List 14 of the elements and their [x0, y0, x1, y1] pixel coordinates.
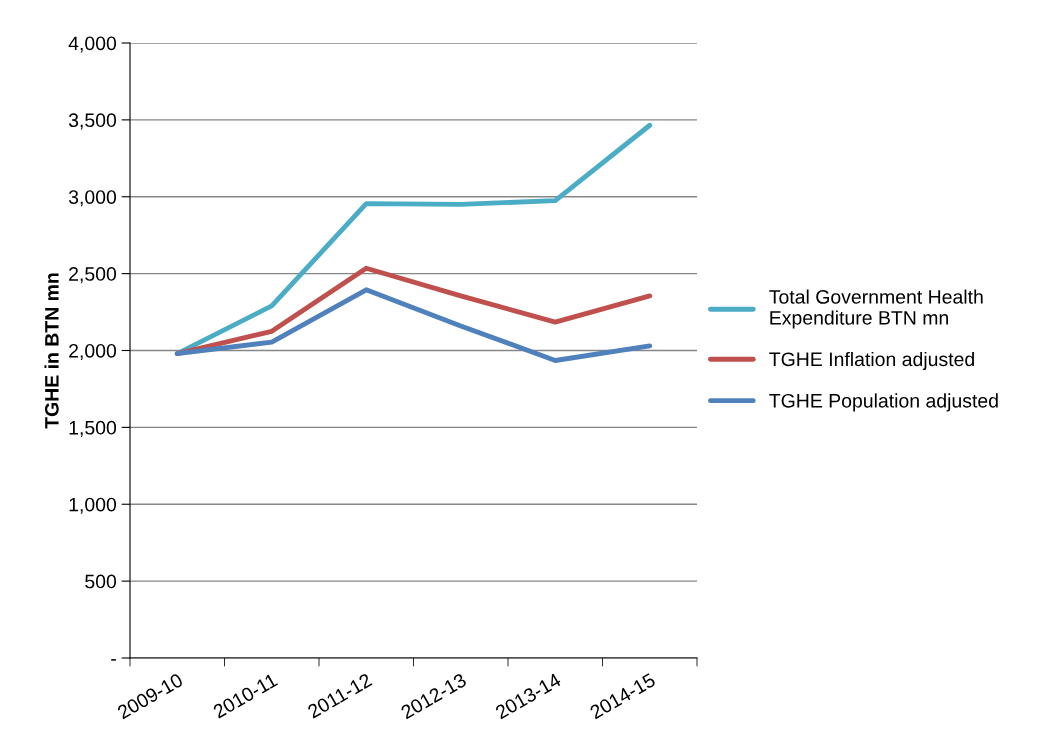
y-tick-label: 500	[85, 574, 117, 589]
y-tick-label: 2,500	[69, 267, 117, 284]
y-tick-label: 1,500	[69, 420, 117, 437]
y-tick-label: 4,000	[68, 36, 117, 53]
y-tick-label: 2,000	[69, 343, 117, 361]
y-tick-label: -	[111, 659, 116, 661]
y-tick-label: 3,000	[68, 190, 117, 207]
y-axis-title: TGHE in BTN mn	[44, 273, 59, 429]
y-tick-label: 1,000	[69, 497, 117, 514]
legend-label: Total Government Health Expenditure BTN mn	[769, 289, 983, 329]
legend-label: TGHE Inflation adjusted	[769, 351, 974, 371]
y-tick-label: 3,500	[68, 113, 117, 130]
line-series	[174, 287, 653, 363]
legend-label: TGHE Population adjusted	[769, 393, 998, 412]
